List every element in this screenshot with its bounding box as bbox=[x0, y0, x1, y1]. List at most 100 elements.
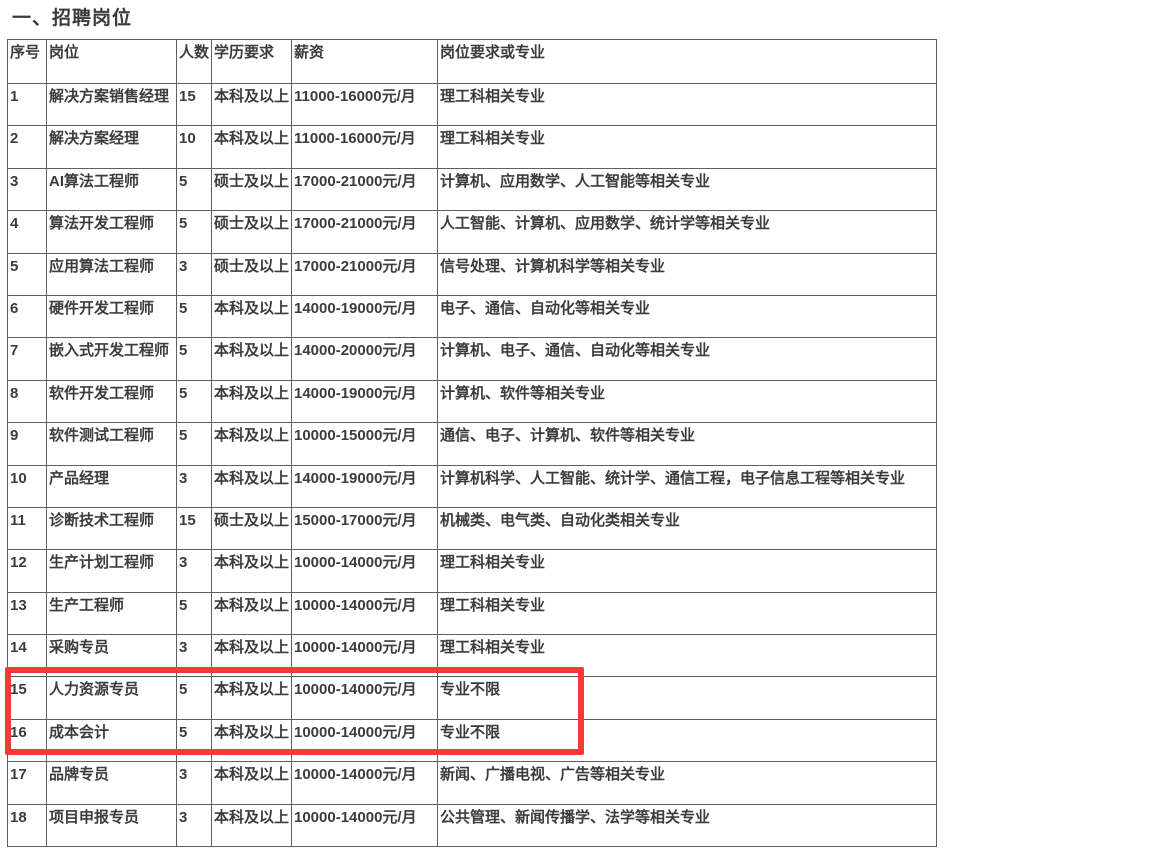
table-cell: 理工科相关专业 bbox=[437, 82, 937, 127]
table-cell: 13 bbox=[7, 591, 47, 636]
table-cell: 8 bbox=[7, 379, 47, 424]
table-cell: 项目申报专员 bbox=[46, 803, 177, 848]
table-cell: 本科及以上 bbox=[211, 422, 292, 466]
table-row: 8 软件开发工程师 5 本科及以上 14000-19000元/月 计算机、软件等相关专业 bbox=[7, 379, 937, 424]
table-cell: 18 bbox=[7, 803, 47, 848]
table-cell: 15 bbox=[176, 82, 212, 127]
table-cell: 本科及以上 bbox=[211, 591, 292, 636]
table-cell: 5 bbox=[176, 210, 212, 254]
table-cell: 15000-17000元/月 bbox=[291, 506, 438, 551]
table-cell: 5 bbox=[176, 337, 212, 381]
table-cell: 14000-19000元/月 bbox=[291, 464, 438, 508]
table-cell: 14000-20000元/月 bbox=[291, 337, 438, 381]
table-cell: 14 bbox=[7, 634, 47, 678]
page-title: 一、招聘岗位 bbox=[12, 8, 133, 29]
table-cell: 10000-14000元/月 bbox=[291, 634, 438, 678]
table-cell: 10000-14000元/月 bbox=[291, 549, 438, 593]
table-cell: 5 bbox=[176, 676, 212, 720]
table-cell: 公共管理、新闻传播学、法学等相关专业 bbox=[437, 803, 937, 848]
table-cell: 3 bbox=[176, 549, 212, 593]
table-cell: 本科及以上 bbox=[211, 82, 292, 127]
table-cell: 解决方案销售经理 bbox=[46, 82, 177, 127]
table-cell: 5 bbox=[176, 379, 212, 424]
table-cell: 算法开发工程师 bbox=[46, 210, 177, 254]
table-cell: 3 bbox=[176, 464, 212, 508]
table-cell: 10000-15000元/月 bbox=[291, 422, 438, 466]
table-cell: 理工科相关专业 bbox=[437, 549, 937, 593]
table-row: 4 算法开发工程师 5 硕士及以上 17000-21000元/月 人工智能、计算机、应用数… bbox=[7, 210, 937, 254]
table-cell: 人工智能、计算机、应用数学、统计学等相关专业 bbox=[437, 210, 937, 254]
table-row: 3 AI算法工程师 5 硕士及以上 17000-21000元/月 计算机、应用数学、人工智… bbox=[7, 167, 937, 212]
table-cell: 11000-16000元/月 bbox=[291, 125, 438, 169]
table-cell: 计算机、应用数学、人工智能等相关专业 bbox=[437, 167, 937, 212]
table-cell: 10000-14000元/月 bbox=[291, 676, 438, 720]
table-cell: 本科及以上 bbox=[211, 549, 292, 593]
table-cell: 本科及以上 bbox=[211, 337, 292, 381]
table-cell: 生产工程师 bbox=[46, 591, 177, 636]
table-cell: 计算机、电子、通信、自动化等相关专业 bbox=[437, 337, 937, 381]
table-cell: 专业不限 bbox=[437, 676, 937, 720]
table-row: 9 软件测试工程师 5 本科及以上 10000-15000元/月 通信、电子、计算机、软件… bbox=[7, 422, 937, 466]
table-cell: 本科及以上 bbox=[211, 761, 292, 805]
table-cell: 计算机科学、人工智能、统计学、通信工程，电子信息工程等相关专业 bbox=[437, 464, 937, 508]
table-cell: 硕士及以上 bbox=[211, 210, 292, 254]
table-cell: 17000-21000元/月 bbox=[291, 252, 438, 296]
table-cell: 3 bbox=[7, 167, 47, 212]
table-cell: 软件测试工程师 bbox=[46, 422, 177, 466]
table-row: 11 诊断技术工程师 15 硕士及以上 15000-17000元/月 机械类、电气类、自动… bbox=[7, 506, 937, 551]
table-cell: 5 bbox=[176, 718, 212, 763]
table-cell: 软件开发工程师 bbox=[46, 379, 177, 424]
table-cell: 17000-21000元/月 bbox=[291, 210, 438, 254]
table-cell: 5 bbox=[176, 422, 212, 466]
table-cell: 计算机、软件等相关专业 bbox=[437, 379, 937, 424]
table-cell: 10000-14000元/月 bbox=[291, 803, 438, 848]
column-header-education: 学历要求 bbox=[211, 39, 292, 84]
table-cell: 专业不限 bbox=[437, 718, 937, 763]
table-cell: 本科及以上 bbox=[211, 676, 292, 720]
table-row: 10 产品经理 3 本科及以上 14000-19000元/月 计算机科学、人工智能、统计学… bbox=[7, 464, 937, 508]
table-cell: 本科及以上 bbox=[211, 464, 292, 508]
column-header-index: 序号 bbox=[7, 39, 47, 84]
table-cell: 12 bbox=[7, 549, 47, 593]
table-cell: 电子、通信、自动化等相关专业 bbox=[437, 294, 937, 339]
table-row: 12 生产计划工程师 3 本科及以上 10000-14000元/月 理工科相关专业 bbox=[7, 549, 937, 593]
table-cell: 成本会计 bbox=[46, 718, 177, 763]
table-row: 5 应用算法工程师 3 硕士及以上 17000-21000元/月 信号处理、计算机科学等相… bbox=[7, 252, 937, 296]
column-header-position: 岗位 bbox=[46, 39, 177, 84]
table-cell: 硕士及以上 bbox=[211, 506, 292, 551]
table-cell: 17 bbox=[7, 761, 47, 805]
table-cell: 应用算法工程师 bbox=[46, 252, 177, 296]
table-cell: 本科及以上 bbox=[211, 634, 292, 678]
table-cell: 硕士及以上 bbox=[211, 167, 292, 212]
table-cell: AI算法工程师 bbox=[46, 167, 177, 212]
table-row: 2 解决方案经理 10 本科及以上 11000-16000元/月 理工科相关专业 bbox=[7, 125, 937, 169]
table-cell: 产品经理 bbox=[46, 464, 177, 508]
table-cell: 3 bbox=[176, 761, 212, 805]
table-cell: 15 bbox=[7, 676, 47, 720]
table-cell: 理工科相关专业 bbox=[437, 125, 937, 169]
table-cell: 14000-19000元/月 bbox=[291, 379, 438, 424]
table-cell: 理工科相关专业 bbox=[437, 591, 937, 636]
table-cell: 理工科相关专业 bbox=[437, 634, 937, 678]
table-cell: 5 bbox=[176, 591, 212, 636]
table-cell: 本科及以上 bbox=[211, 294, 292, 339]
table-row: 15 人力资源专员 5 本科及以上 10000-14000元/月 专业不限 bbox=[7, 676, 937, 720]
table-cell: 嵌入式开发工程师 bbox=[46, 337, 177, 381]
table-cell: 10 bbox=[176, 125, 212, 169]
table-cell: 品牌专员 bbox=[46, 761, 177, 805]
column-header-salary: 薪资 bbox=[291, 39, 438, 84]
table-header-row: 序号 岗位 人数 学历要求 薪资 岗位要求或专业 bbox=[7, 39, 937, 84]
table-row: 17 品牌专员 3 本科及以上 10000-14000元/月 新闻、广播电视、广告等相关专… bbox=[7, 761, 937, 805]
table-cell: 硕士及以上 bbox=[211, 252, 292, 296]
table-cell: 生产计划工程师 bbox=[46, 549, 177, 593]
table-cell: 机械类、电气类、自动化类相关专业 bbox=[437, 506, 937, 551]
table-row: 14 采购专员 3 本科及以上 10000-14000元/月 理工科相关专业 bbox=[7, 634, 937, 678]
column-header-headcount: 人数 bbox=[176, 39, 212, 84]
table-cell: 17000-21000元/月 bbox=[291, 167, 438, 212]
table-cell: 硬件开发工程师 bbox=[46, 294, 177, 339]
table-cell: 解决方案经理 bbox=[46, 125, 177, 169]
table-cell: 4 bbox=[7, 210, 47, 254]
table-cell: 3 bbox=[176, 252, 212, 296]
column-header-requirement: 岗位要求或专业 bbox=[437, 39, 937, 84]
table-cell: 14000-19000元/月 bbox=[291, 294, 438, 339]
